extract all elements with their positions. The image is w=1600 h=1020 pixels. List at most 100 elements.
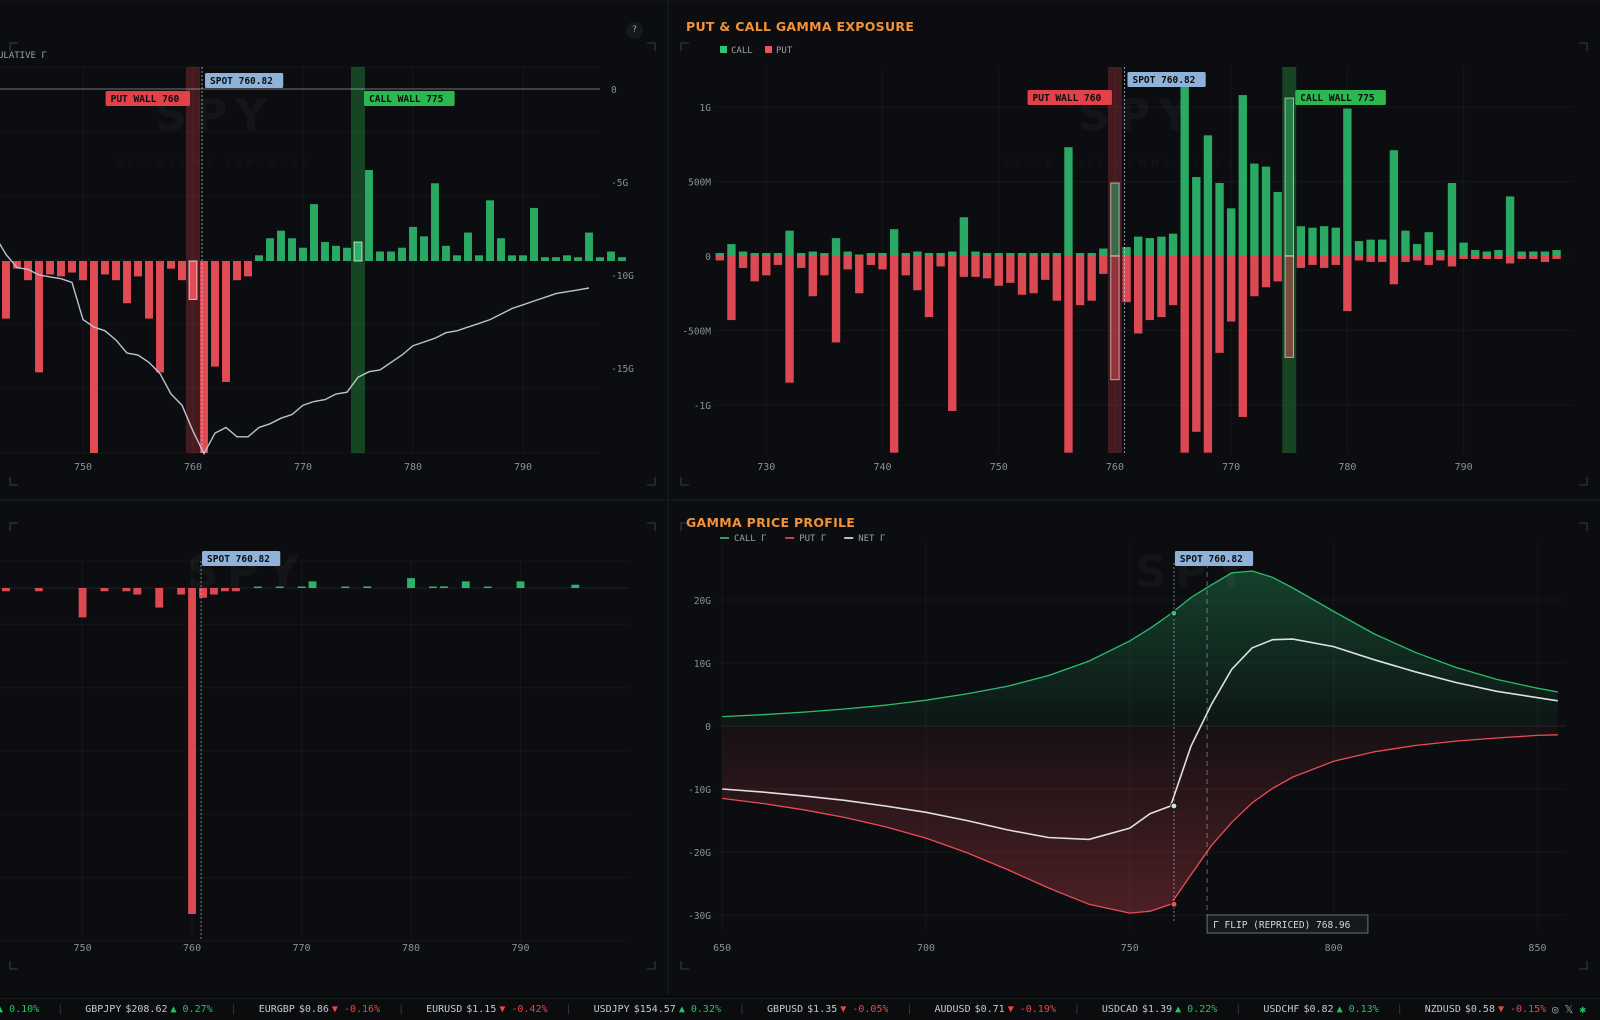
bar-call (808, 251, 817, 256)
bar-call (936, 253, 945, 256)
bar-put (1494, 256, 1503, 259)
bar-call (750, 253, 759, 256)
bar-put (1041, 256, 1050, 280)
bar (308, 581, 317, 588)
bar (398, 247, 406, 261)
panel-title: GAMMA PRICE PROFILE (686, 515, 856, 530)
ticker-price: $1.15 (466, 1004, 497, 1015)
ticker-item[interactable]: 4▲ 0.10%| (0, 1004, 63, 1015)
bar (420, 236, 428, 261)
ticker-price: $0.82 (1303, 1004, 1334, 1015)
bar (90, 261, 98, 453)
bar-put (1447, 256, 1457, 267)
bar (365, 170, 373, 261)
legend-swatch-put (765, 46, 772, 53)
bar-call (889, 229, 899, 256)
x-tick-label: 760 (183, 943, 201, 954)
bar-put (1354, 256, 1364, 261)
ticker-item[interactable]: GBPUSD $1.35 ▼ -0.05% | (767, 1004, 912, 1015)
right-axis-label: -5G (611, 178, 628, 189)
bar-call (1029, 253, 1038, 256)
bar-put (1308, 256, 1317, 265)
bar (57, 261, 65, 277)
flip-label-bg (1206, 914, 1369, 934)
bar-call (1296, 226, 1306, 256)
ticker-item[interactable]: USDJPY $154.57 ▲ 0.32% | (594, 1004, 745, 1015)
divider (667, 0, 669, 995)
bar (310, 204, 318, 261)
bar-call (1261, 166, 1271, 256)
bar-put (1378, 256, 1387, 262)
bar (133, 588, 142, 595)
bar-put (1110, 255, 1120, 381)
right-axis-label: 0 (611, 85, 617, 96)
ticker-bar: 4▲ 0.10%|GBPJPY$208.62▲ 0.27%|EURGBP$0.8… (0, 998, 1600, 1020)
ticker-item[interactable]: USDCAD $1.39 ▲ 0.22% | (1102, 1004, 1241, 1015)
ticker-item[interactable]: EURUSD $1.15 ▼ -0.42% | (426, 1004, 571, 1015)
bar-call (878, 253, 887, 256)
ticker-symbol: EURGBP (258, 1004, 295, 1015)
bar-put (936, 256, 945, 267)
divider (0, 499, 1600, 501)
put-wall-label: PUT WALL 760 (111, 94, 180, 105)
bar (343, 247, 351, 261)
star-icon[interactable]: ✱ (1579, 1003, 1592, 1016)
bar (596, 257, 604, 261)
bar-call (843, 251, 852, 256)
x-tick-label: 730 (757, 462, 775, 473)
ticker-item[interactable]: AUDUSD $0.71 ▼ -0.19% | (934, 1004, 1079, 1015)
help-button[interactable]: ? (626, 22, 643, 39)
bar-call (1552, 250, 1561, 256)
bar (497, 238, 505, 261)
bar-call (1157, 236, 1166, 256)
spot-label: SPOT 760.82 (1180, 554, 1243, 565)
bar-call (1110, 182, 1120, 257)
bar-put (1552, 256, 1561, 259)
bar (508, 255, 516, 261)
bar-call (1134, 236, 1143, 256)
bar-call (1424, 232, 1433, 256)
y-tick-label: -10G (688, 785, 711, 796)
bar-call (796, 253, 806, 256)
bar-put (1529, 256, 1538, 259)
instagram-icon[interactable]: ◎ (1551, 1003, 1565, 1016)
ticker-item[interactable]: USDCHF $0.82 ▲ 0.13% | (1263, 1004, 1402, 1015)
ticker-item[interactable]: EURGBP $0.86 ▼ -0.16% | (259, 1004, 404, 1015)
ticker-price: $0.86 (298, 1004, 329, 1015)
bar-put (750, 256, 759, 282)
spot-label-bg (1127, 72, 1206, 87)
ticker-item[interactable]: GBPJPY $208.62 ▲ 0.27% | (85, 1004, 236, 1015)
bar (321, 242, 329, 261)
x-tick-label: 760 (184, 462, 202, 473)
x-tick-label: 780 (404, 462, 422, 473)
bar-call (1273, 191, 1282, 256)
bar-call (901, 253, 910, 256)
bar-put (1319, 256, 1329, 268)
bar-put (1157, 256, 1166, 318)
bar-call (1099, 248, 1108, 256)
bar-call (831, 238, 841, 256)
bar (24, 261, 32, 281)
bar (78, 588, 87, 618)
y-tick-label: 0 (705, 252, 711, 263)
bar-call (1529, 251, 1538, 256)
y-tick-label: -30G (688, 911, 711, 922)
bar-call (762, 253, 771, 256)
x-tick-label: 750 (74, 462, 92, 473)
bar (376, 251, 384, 261)
bar (585, 232, 593, 261)
bar-put (773, 256, 783, 265)
bar (253, 586, 262, 588)
corner-bracket (680, 522, 689, 531)
spot-label-bg (202, 551, 281, 566)
bar (210, 588, 218, 595)
bar-put (959, 256, 969, 277)
bar-put (820, 256, 829, 276)
x-icon[interactable]: 𝕏 (1564, 1003, 1580, 1016)
bar-put (1099, 256, 1108, 274)
bar (220, 588, 229, 592)
bar (486, 200, 494, 261)
bar-put (901, 256, 910, 276)
y-tick-label: 20G (694, 596, 711, 607)
